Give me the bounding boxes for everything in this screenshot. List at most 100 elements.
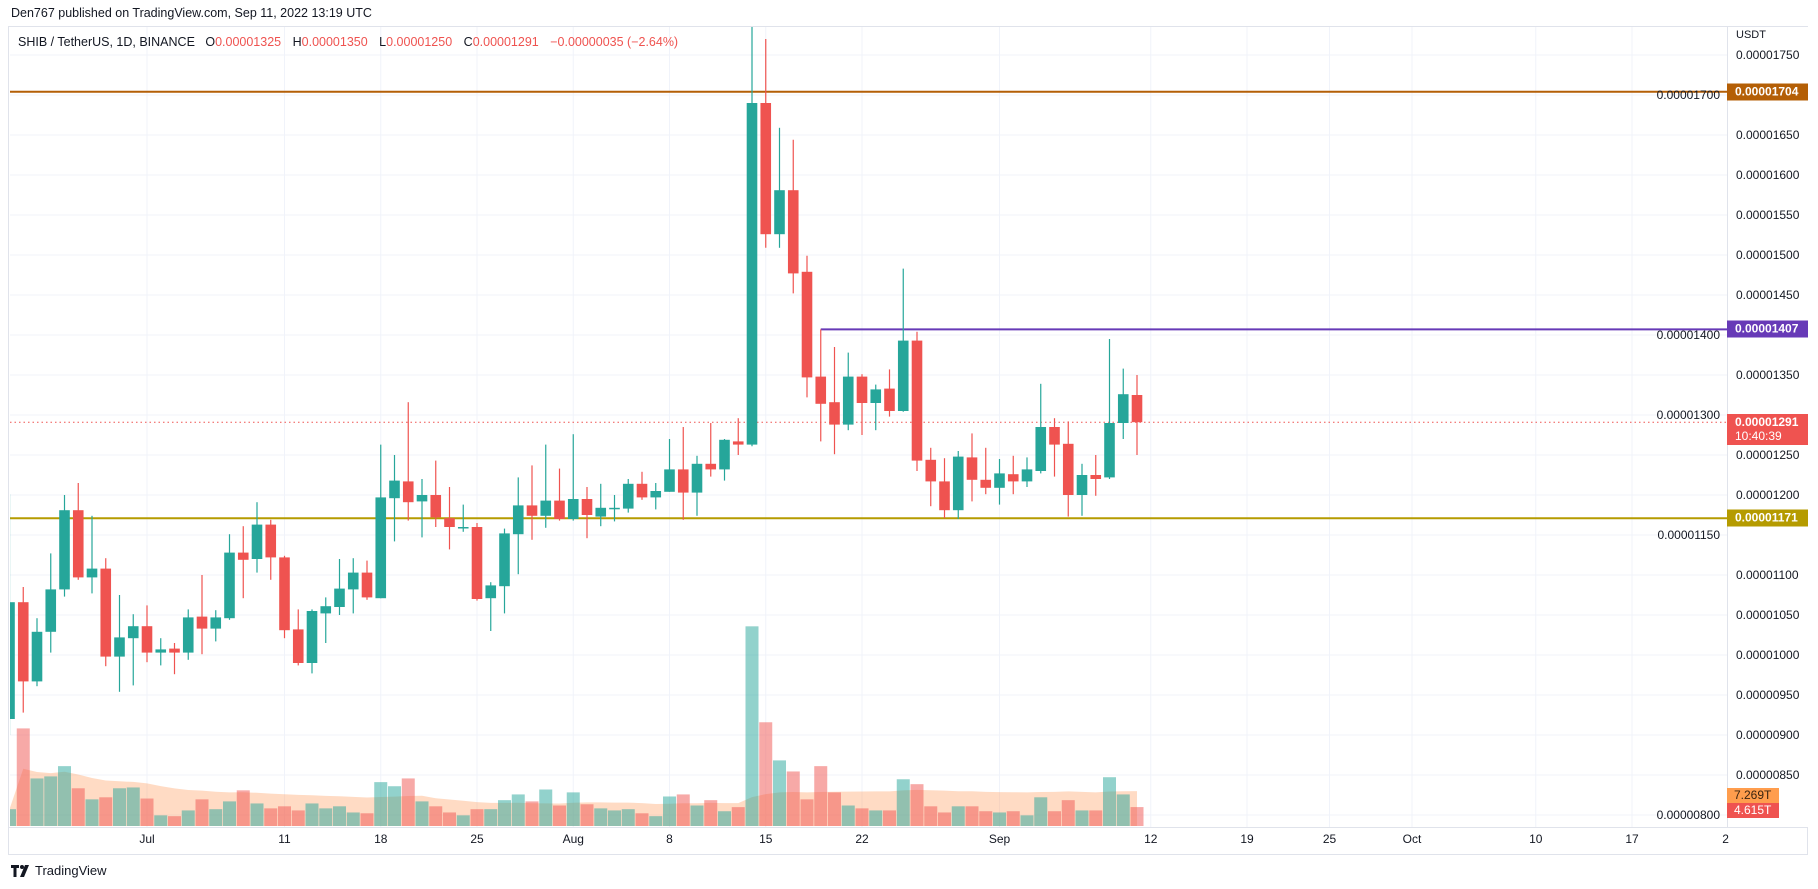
- candle[interactable]: [169, 643, 180, 675]
- candle[interactable]: [1035, 383, 1047, 474]
- candle[interactable]: [182, 609, 194, 660]
- candle[interactable]: [980, 447, 992, 495]
- candle[interactable]: [114, 595, 125, 692]
- candle[interactable]: [196, 575, 208, 655]
- candle[interactable]: [402, 402, 414, 521]
- candle[interactable]: [994, 459, 1005, 505]
- candle[interactable]: [389, 455, 400, 542]
- candle[interactable]: [471, 523, 483, 601]
- candle-body: [939, 481, 950, 511]
- candle[interactable]: [1090, 455, 1102, 496]
- candle[interactable]: [870, 384, 882, 431]
- candle[interactable]: [306, 609, 318, 674]
- candle[interactable]: [512, 477, 524, 575]
- candle[interactable]: [375, 444, 387, 599]
- candle[interactable]: [292, 609, 304, 666]
- candle[interactable]: [1117, 368, 1129, 439]
- candle-body: [760, 103, 772, 235]
- candle[interactable]: [265, 519, 277, 580]
- candle[interactable]: [416, 479, 428, 538]
- candle[interactable]: [636, 471, 648, 500]
- candle[interactable]: [911, 331, 923, 471]
- candle-body: [127, 626, 139, 639]
- candle[interactable]: [801, 255, 813, 398]
- candle[interactable]: [499, 528, 510, 614]
- candle[interactable]: [334, 559, 345, 615]
- candle[interactable]: [320, 597, 332, 643]
- candle[interactable]: [677, 427, 689, 520]
- candle[interactable]: [856, 374, 868, 435]
- candle[interactable]: [884, 369, 895, 417]
- candle[interactable]: [485, 582, 497, 631]
- candle[interactable]: [251, 502, 263, 573]
- candle[interactable]: [45, 553, 57, 653]
- candle[interactable]: [210, 610, 222, 642]
- candle[interactable]: [705, 423, 717, 477]
- candle[interactable]: [1007, 455, 1019, 495]
- candle[interactable]: [609, 495, 620, 522]
- candle[interactable]: [100, 558, 112, 667]
- candle[interactable]: [595, 483, 607, 527]
- candle[interactable]: [127, 614, 139, 686]
- candle-body: [499, 533, 510, 587]
- candle[interactable]: [774, 127, 785, 248]
- candle[interactable]: [540, 444, 552, 528]
- candles: [4, 27, 1143, 735]
- candle[interactable]: [581, 487, 593, 539]
- volume-bar: [896, 779, 910, 826]
- candle[interactable]: [966, 433, 978, 502]
- candle[interactable]: [1021, 457, 1033, 487]
- candle[interactable]: [526, 465, 538, 540]
- candle[interactable]: [1049, 418, 1060, 477]
- candle[interactable]: [1076, 463, 1088, 516]
- candle-body: [31, 631, 43, 682]
- candle[interactable]: [897, 268, 909, 412]
- candle[interactable]: [719, 439, 730, 481]
- candle[interactable]: [787, 139, 799, 294]
- candle[interactable]: [925, 447, 937, 507]
- symbol-legend[interactable]: SHIB / TetherUS, 1D, BINANCE O0.00001325…: [18, 35, 686, 49]
- tradingview-logo[interactable]: TradingView: [11, 863, 107, 878]
- candle[interactable]: [155, 638, 167, 666]
- candle[interactable]: [1062, 421, 1074, 517]
- candle[interactable]: [86, 515, 98, 594]
- candle[interactable]: [59, 495, 70, 597]
- candle[interactable]: [224, 534, 235, 620]
- time-tick-label: 8: [666, 832, 673, 846]
- candle[interactable]: [347, 558, 359, 614]
- price-tick-label: 0.00000850: [1736, 768, 1800, 782]
- candle[interactable]: [732, 418, 744, 455]
- candle[interactable]: [141, 605, 153, 663]
- candle[interactable]: [815, 329, 827, 442]
- candle[interactable]: [842, 352, 854, 431]
- candle[interactable]: [567, 434, 579, 521]
- candle[interactable]: [361, 560, 373, 600]
- candle-body: [196, 616, 208, 629]
- candle[interactable]: [4, 494, 15, 735]
- candle[interactable]: [554, 468, 565, 521]
- candle[interactable]: [430, 460, 442, 527]
- candle[interactable]: [72, 483, 84, 580]
- candle[interactable]: [622, 479, 634, 513]
- candle[interactable]: [457, 504, 469, 532]
- candle[interactable]: [650, 483, 662, 510]
- candle[interactable]: [746, 27, 758, 447]
- candle[interactable]: [17, 587, 29, 713]
- candle[interactable]: [237, 526, 249, 599]
- legend-symbol[interactable]: SHIB / TetherUS, 1D, BINANCE: [18, 35, 195, 49]
- candle[interactable]: [664, 439, 675, 492]
- candle[interactable]: [760, 39, 772, 248]
- price-tick-label: 0.00001050: [1736, 608, 1800, 622]
- volume-bar: [690, 805, 704, 826]
- candle[interactable]: [829, 347, 840, 455]
- candle[interactable]: [444, 487, 455, 550]
- price-tick-label: 0.00001250: [1736, 448, 1800, 462]
- candle[interactable]: [279, 555, 290, 639]
- candle[interactable]: [31, 618, 43, 687]
- candle[interactable]: [1104, 339, 1115, 479]
- candle[interactable]: [939, 458, 950, 519]
- candle[interactable]: [1131, 375, 1143, 455]
- candle[interactable]: [691, 455, 703, 516]
- candle[interactable]: [952, 451, 964, 519]
